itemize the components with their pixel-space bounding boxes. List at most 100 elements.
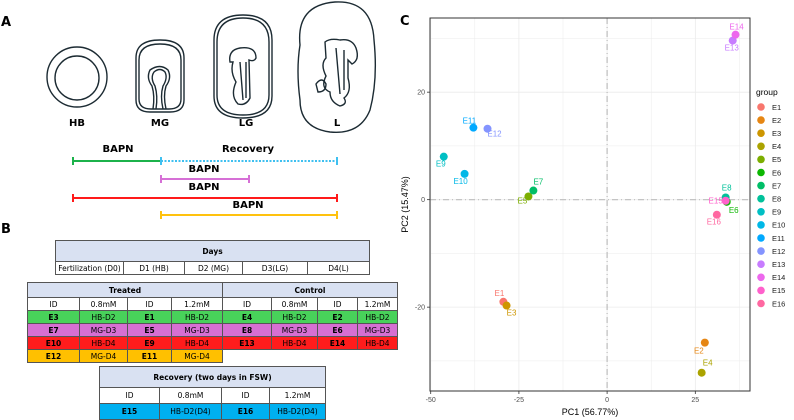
legend-item-e13: E13 [757,260,785,269]
control-header: Control [221,282,399,298]
legend-item-e4: E4 [757,142,781,151]
days-col-d0: Fertilization (D0) [55,261,124,275]
table-cell: MG-D3 [171,323,223,337]
table-cell: E10 [27,336,80,350]
plot-frame [429,17,751,392]
legend-item-e8: E8 [757,195,781,204]
embryo-mg-drawing [135,39,185,113]
legend-item-e9: E9 [757,208,781,217]
table-cell: E8 [222,323,272,337]
sub-header: 0.8mM [159,387,222,404]
bar-label-bapn-3: BAPN [188,182,220,193]
table-cell: E9 [127,336,172,350]
treatment-timeline [72,157,338,219]
legend-item-e12: E12 [757,247,785,256]
bar-label-bapn-4: BAPN [232,200,264,211]
legend-label: E11 [772,234,785,243]
table-cell: HB-D2 [271,310,318,324]
point-label-e1: E1 [494,289,504,298]
table-cell: HB-D2 [171,310,223,324]
embryo-hb-drawing [46,46,108,108]
table-cell: E15 [99,403,160,420]
y-axis-label: PC2 (15.47%) [400,176,410,233]
sub-header: ID [222,297,272,311]
legend-swatch [757,116,765,124]
sub-header: ID [127,297,172,311]
data-point-e11 [469,123,478,132]
point-label-e15: E15 [709,197,724,206]
reference-lines [430,18,750,391]
point-label-e2: E2 [694,347,704,356]
table-cell: HB-D2(D4) [159,403,222,420]
x-axis-label: PC1 (56.77%) [562,407,619,417]
table-cell: E7 [27,323,80,337]
legend-label: E9 [772,208,781,217]
data-point-e10 [460,169,469,178]
panel-label-b: B [1,222,11,237]
sub-header: ID [221,387,270,404]
data-point-e7 [529,186,538,195]
sub-header: 1.2mM [171,297,223,311]
point-label-e7: E7 [533,178,543,187]
stage-label-mg: MG [150,118,170,129]
point-label-e14: E14 [729,23,744,32]
table-cell: E5 [127,323,172,337]
sub-header: ID [317,297,358,311]
data-point-e4 [697,368,706,377]
data-point-e12 [483,124,492,133]
data-point-e16 [712,210,721,219]
stage-label-lg: LG [238,118,254,129]
point-labels: E1 E2 E3 E4 E5 E6 E7 E8 E9 E10 E11 E12 E13 E14 E15 E16 [436,23,744,368]
sub-header: 1.2mM [269,387,326,404]
legend-label: E7 [772,181,781,190]
x-tick-label: 25 [691,397,699,404]
point-label-e8: E8 [722,184,732,193]
embryo-lg-drawing [213,14,273,119]
legend-swatch [757,208,765,216]
legend-swatch [757,103,765,111]
data-point-e5 [524,192,533,201]
legend-label: E4 [772,142,781,151]
point-label-e16: E16 [707,218,722,227]
legend-swatch [757,181,765,190]
legend-label: E12 [772,247,785,256]
table-cell: MG-D3 [356,323,399,337]
bar-label-recovery: Recovery [221,144,275,155]
data-point-e3 [502,301,511,310]
table-cell: E3 [27,310,80,324]
point-label-e3: E3 [507,309,517,318]
legend-item-e1: E1 [757,103,781,112]
legend-label: E6 [772,168,781,177]
legend-title: group [756,87,778,97]
group-table: Treated Control ID 0.8mM ID 1.2mM ID 0.8… [27,282,399,363]
legend-item-e10: E10 [757,221,785,230]
legend: E1 E2 E3 E4 E5 E6 E7 E8 E9 E10 E11 E12 E13 E14 E15 E16 [757,103,785,308]
legend-item-e16: E16 [757,299,785,308]
table-cell: E14 [317,336,358,350]
table-cell: HB-D2(D4) [269,403,326,420]
recovery-table: Recovery (two days in FSW) ID 0.8mM ID 1… [99,366,326,420]
x-tick-label: 0 [605,397,609,404]
table-cell: HB-D4 [79,336,128,350]
table-cell: HB-D4 [171,336,223,350]
bar-label-bapn-1: BAPN [102,144,134,155]
panel-label-c: C [400,14,410,29]
embryo-stage-diagram [46,1,377,219]
data-point-e2 [700,338,709,347]
table-cell: HB-D2 [356,310,399,324]
point-label-e4: E4 [703,359,713,368]
table-row: E7 MG-D3 E5 MG-D3 E8 MG-D3 E6 MG-D3 [27,323,399,337]
table-row: E10 HB-D4 E9 HB-D4 E13 HB-D4 E14 HB-D4 [27,336,399,350]
data-point-e9 [439,152,448,161]
legend-label: E3 [772,129,781,138]
legend-label: E8 [772,195,781,204]
legend-item-e3: E3 [757,129,781,138]
point-label-e13: E13 [725,44,740,53]
table-cell: E12 [27,349,80,363]
y-tick-label: 20 [417,90,425,97]
data-points [439,30,740,377]
y-tick-label: -20 [415,305,425,312]
table-cell: HB-D4 [356,336,399,350]
legend-swatch [757,194,765,203]
days-col-d1: D1 (HB) [123,261,185,275]
